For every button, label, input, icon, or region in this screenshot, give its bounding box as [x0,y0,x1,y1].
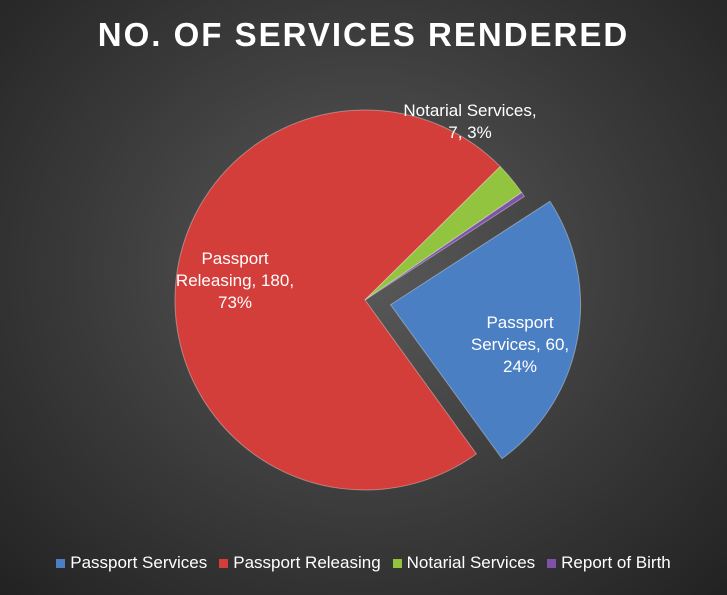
chart-title: NO. OF SERVICES RENDERED [97,16,630,53]
legend-swatch [547,558,557,568]
legend-item: Passport Releasing [219,553,381,573]
legend-label: Passport Releasing [233,553,381,572]
data-label: Notarial Services, 7, 3% [403,101,537,142]
legend-swatch [219,558,229,568]
legend-item: Passport Services [56,553,207,573]
pie-slice [389,200,582,460]
pie-slice [174,109,501,491]
pie-slice [364,165,523,301]
data-label: Passport Releasing, 180, 73% [175,249,295,312]
data-label: Passport Services, 60, 24% [470,313,570,376]
pie-slice [364,191,526,301]
legend-label: Passport Services [70,553,208,572]
legend: Passport Services Passport Releasing Notar… [0,553,727,573]
legend-label: Notarial Services [406,553,536,572]
legend-label: Report of Birth [561,553,671,572]
legend-item: Report of Birth [547,553,671,573]
legend-item: Notarial Services [392,553,536,573]
legend-swatch [392,558,402,568]
legend-swatch [56,558,66,568]
